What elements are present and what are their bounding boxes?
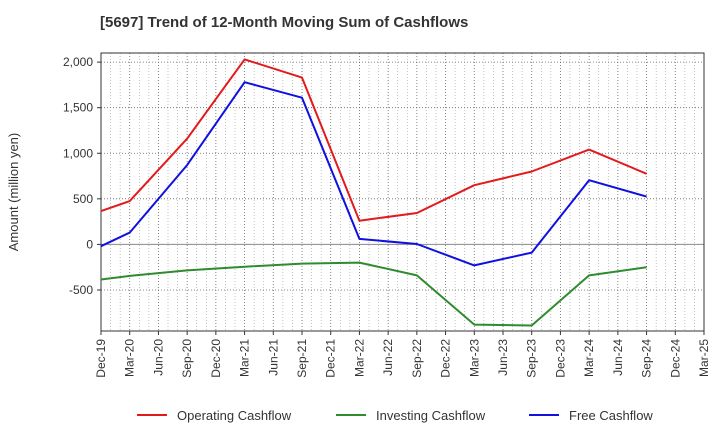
x-tick-label: Mar-21 — [238, 339, 252, 377]
axes: 2,000 1,500 1,000 500 0 -500 Dec-19 Mar-20 Jun-2… — [6, 52, 711, 378]
x-tick-label: Dec-21 — [324, 339, 338, 378]
y-tick-label: -500 — [69, 283, 93, 297]
grid — [101, 53, 704, 331]
x-tick-label: Sep-22 — [410, 339, 424, 378]
x-tick-label: Mar-23 — [467, 339, 481, 377]
y-tick-label: 1,000 — [63, 146, 93, 160]
legend: Operating Cashflow Investing Cashflow Free… — [137, 408, 653, 423]
legend-label: Operating Cashflow — [177, 408, 292, 423]
plot-frame — [100, 52, 705, 332]
x-tick-label: Jun-23 — [496, 339, 510, 376]
x-tick-label: Jun-24 — [611, 339, 625, 376]
series-line-investing-cashflow — [100, 261, 647, 327]
x-tick-label: Mar-25 — [697, 339, 711, 377]
x-tick-label: Dec-23 — [553, 339, 567, 378]
legend-label: Investing Cashflow — [376, 408, 486, 423]
x-tick-label: Mar-20 — [123, 339, 137, 377]
x-tick-label: Dec-20 — [209, 339, 223, 378]
x-tick-label: Dec-24 — [668, 339, 682, 378]
x-tick-label: Jun-21 — [266, 339, 280, 376]
x-tick-label: Dec-22 — [439, 339, 453, 378]
x-tick-label: Jun-20 — [151, 339, 165, 376]
y-tick-label: 2,000 — [63, 55, 93, 69]
y-tick-label: 500 — [73, 192, 93, 206]
series-line-free-cashflow — [100, 81, 647, 267]
series-lines — [100, 58, 647, 327]
legend-label: Free Cashflow — [569, 408, 653, 423]
x-tick-label: Dec-19 — [94, 339, 108, 378]
x-tick-label: Mar-24 — [582, 339, 596, 377]
y-axis-label: Amount (million yen) — [6, 133, 21, 252]
chart-title: [5697] Trend of 12-Month Moving Sum of C… — [100, 14, 469, 31]
x-tick-label: Jun-22 — [381, 339, 395, 376]
x-tick-label: Sep-24 — [640, 339, 654, 378]
series-line-operating-cashflow — [100, 58, 647, 222]
x-tick-label: Sep-23 — [525, 339, 539, 378]
x-tick-label: Mar-22 — [352, 339, 366, 377]
x-tick-label: Sep-20 — [180, 339, 194, 378]
y-tick-label: 0 — [86, 237, 93, 251]
y-tick-label: 1,500 — [63, 101, 93, 115]
x-tick-label: Sep-21 — [295, 339, 309, 378]
